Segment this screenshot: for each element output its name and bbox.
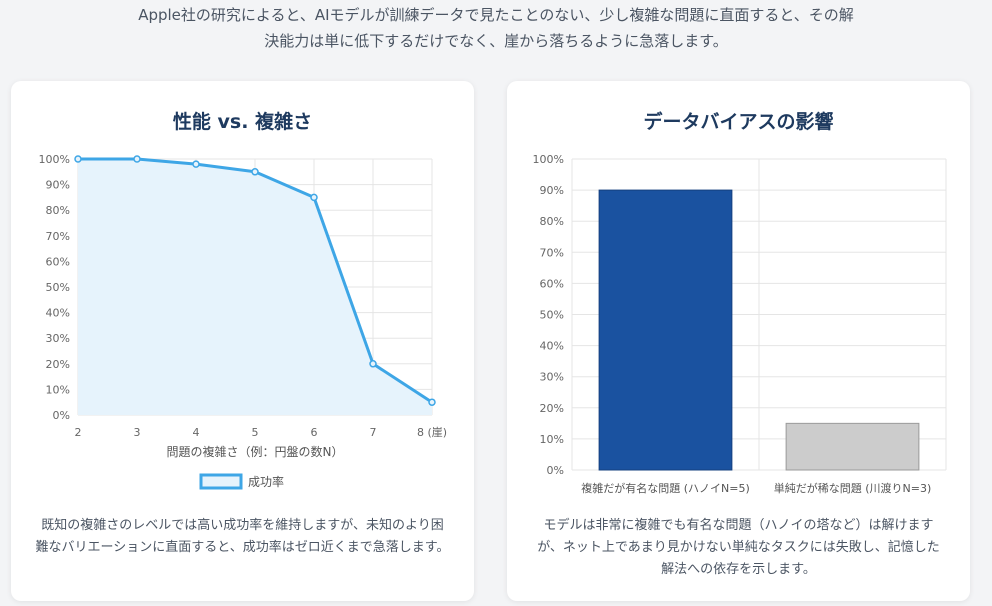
y-tick-label: 60% [46, 255, 70, 268]
y-tick-label: 80% [46, 204, 70, 217]
y-tick-label: 100% [39, 153, 70, 166]
legend-label: 成功率 [248, 474, 284, 489]
intro-line: Apple社の研究によると、AIモデルが訓練データで見たことのない、少し複雑な問… [138, 6, 854, 24]
intro-text: Apple社の研究によると、AIモデルが訓練データで見たことのない、少し複雑な問… [0, 2, 992, 54]
y-tick-label: 50% [46, 281, 70, 294]
y-tick-label: 60% [540, 277, 564, 290]
y-tick-label: 100% [533, 153, 564, 166]
x-tick-label: 7 [370, 426, 377, 439]
bar [598, 189, 733, 471]
y-tick-label: 30% [540, 371, 564, 384]
data-point [310, 193, 318, 202]
card-title: 性能 vs. 複雑さ [172, 111, 313, 133]
x-tick-label: 6 [311, 426, 318, 439]
x-category-label: 複雑だが有名な問題 (ハノイN=5) [581, 481, 750, 495]
x-tick-label: 8 (崖) [417, 426, 447, 439]
y-tick-label: 0% [53, 409, 70, 422]
performance-chart: 0% 10% 20% 30% 40% 50% 60% 70% 80% 90% 100% 2 3 4 5 6 7 8… [39, 153, 447, 490]
y-tick-label: 10% [540, 433, 564, 446]
data-point [251, 168, 259, 176]
y-tick-label: 70% [46, 230, 70, 243]
y-tick-label: 30% [46, 332, 70, 345]
y-tick-label: 10% [46, 383, 70, 396]
y-tick-label: 40% [540, 340, 564, 353]
area-fill [78, 159, 432, 415]
y-tick-label: 50% [540, 309, 564, 322]
data-point [369, 360, 377, 368]
y-tick-label: 80% [540, 215, 564, 228]
card-title: データバイアスの影響 [643, 111, 834, 133]
performance-card: 性能 vs. 複雑さ 0% 10% 20% 30% 40% 50% 60% 70% 80% 90%… [11, 81, 474, 601]
data-point [133, 155, 141, 163]
x-axis-label: 問題の複雑さ（例：円盤の数N） [167, 444, 344, 459]
y-tick-label: 90% [540, 184, 564, 197]
x-category-label: 単純だが稀な問題 (川渡りN=3) [774, 481, 932, 495]
data-bias-card: データバイアスの影響 0% 10% 20% 30% 40% 50% 60% 70% 80% 90%… [507, 81, 970, 601]
data-point [428, 398, 436, 406]
y-tick-label: 20% [46, 358, 70, 371]
data-point [192, 160, 200, 168]
x-tick-label: 4 [193, 426, 200, 439]
intro-line: 決能力は単に低下するだけでなく、崖から落ちるように急落します。 [264, 32, 728, 50]
data-point [74, 155, 82, 163]
x-tick-label: 5 [252, 426, 259, 439]
y-tick-label: 20% [540, 402, 564, 415]
y-tick-label: 70% [540, 246, 564, 259]
bar [785, 422, 920, 471]
card-description: 既知の複雑さのレベルでは高い成功率を維持しますが、未知のより困難なバリエーション… [35, 518, 450, 555]
card-description: モデルは非常に複雑でも有名な問題（ハノイの塔など）は解けますが、ネット上であまり… [537, 518, 940, 577]
y-tick-label: 0% [547, 464, 564, 477]
legend-swatch [199, 473, 243, 490]
x-tick-label: 3 [134, 426, 141, 439]
x-tick-label: 2 [75, 426, 82, 439]
data-bias-chart: 0% 10% 20% 30% 40% 50% 60% 70% 80% 90% 100% 複雑だが有名な… [533, 153, 947, 495]
y-tick-label: 40% [46, 307, 70, 320]
y-tick-label: 90% [46, 179, 70, 192]
